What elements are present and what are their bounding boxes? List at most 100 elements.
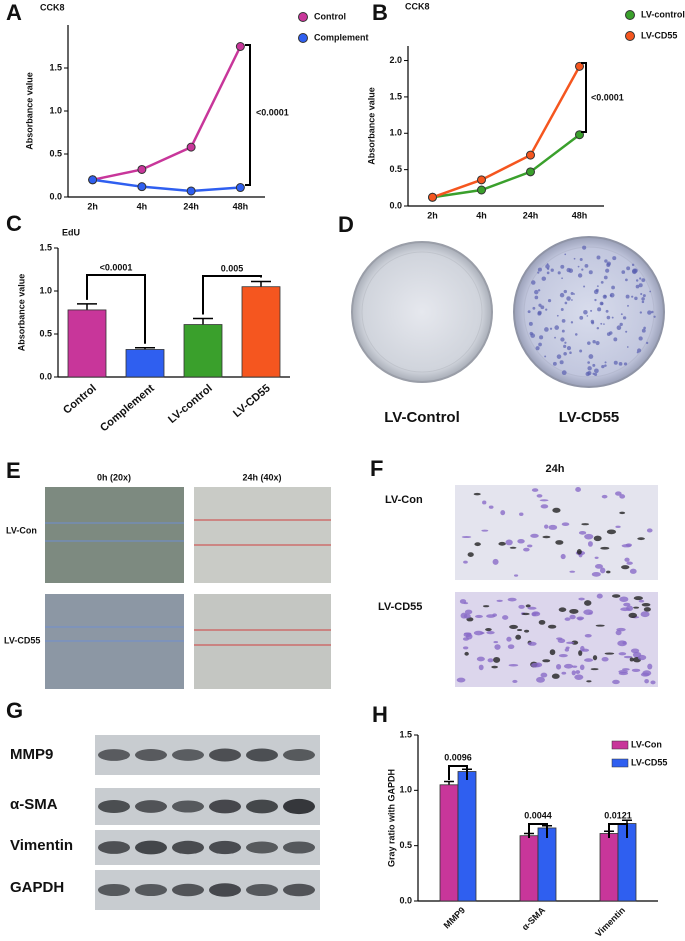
cell [611, 594, 621, 598]
cell [557, 638, 566, 644]
cell [577, 617, 583, 621]
cell [617, 640, 627, 647]
colony [639, 277, 642, 280]
blot-strip [95, 830, 320, 865]
point [235, 42, 245, 51]
cell [527, 641, 537, 646]
colony [556, 354, 562, 359]
panel-label: C [6, 211, 22, 236]
line [432, 133, 581, 199]
colony [640, 292, 643, 296]
cell [637, 537, 645, 541]
x-tick-label: α-SMA [520, 905, 548, 933]
point [477, 175, 486, 185]
cell [629, 657, 634, 662]
cell [592, 655, 598, 661]
cell [619, 511, 626, 515]
cell [544, 524, 549, 529]
blot-band [98, 799, 130, 814]
cell [498, 541, 506, 546]
colony [561, 370, 567, 376]
y-tick-label: 1.5 [399, 729, 412, 739]
cell [644, 678, 649, 684]
annotation: <0.0001 [591, 92, 624, 102]
colony [634, 296, 638, 301]
blot-band [209, 748, 241, 762]
legend-marker [625, 10, 635, 20]
cell [584, 658, 594, 662]
cell [475, 614, 483, 619]
blot-band [283, 883, 315, 897]
cell [584, 634, 592, 638]
colony [561, 329, 565, 333]
cell [586, 680, 592, 683]
cell [463, 560, 468, 564]
colony [605, 268, 610, 273]
blot-band [135, 749, 167, 761]
colony [641, 278, 646, 282]
blot-band [246, 841, 278, 854]
dish-label: LV-CD55 [559, 409, 620, 426]
colony [631, 295, 634, 298]
cell [584, 600, 592, 606]
cell [618, 652, 627, 656]
colony [590, 309, 593, 312]
cell [646, 528, 653, 533]
cell [480, 632, 485, 635]
y-axis-label: Absorbance value [24, 72, 34, 150]
colony [549, 327, 553, 330]
y-tick-label: 1.5 [49, 62, 62, 72]
bar [599, 833, 619, 902]
colony [579, 315, 584, 320]
colony [626, 346, 629, 348]
cell [500, 510, 506, 516]
panel-label: A [6, 0, 22, 25]
significance-bracket [528, 823, 548, 838]
cell [474, 542, 481, 547]
colony [625, 294, 630, 299]
cell [580, 645, 585, 652]
colony [559, 292, 565, 298]
y-tick-label: 0.0 [389, 200, 402, 210]
blot-band [246, 748, 278, 762]
blot-band [209, 883, 241, 897]
colony [573, 293, 575, 295]
significance-bracket [608, 823, 628, 838]
colony [535, 346, 540, 351]
colony [563, 344, 567, 348]
point [575, 61, 584, 71]
cell [519, 512, 524, 516]
y-tick-label: 0.5 [389, 164, 402, 174]
colony [529, 331, 533, 336]
bar [183, 324, 223, 378]
colony [620, 313, 623, 316]
cell [606, 570, 611, 574]
cell [467, 552, 474, 558]
cell [621, 565, 630, 570]
cells [456, 486, 656, 685]
annotation: <0.0001 [256, 107, 289, 117]
colony [627, 304, 629, 307]
x-tick-label: 2h [87, 201, 98, 211]
cell [512, 679, 518, 683]
column-label: 24h [546, 463, 565, 475]
colony [637, 348, 642, 353]
cell [505, 539, 513, 546]
cell [564, 648, 570, 652]
colony [613, 360, 618, 365]
colony [545, 308, 548, 311]
cell [515, 634, 522, 640]
colony [593, 289, 599, 295]
blot-band [246, 883, 278, 897]
colony [559, 360, 564, 365]
colony [570, 291, 574, 296]
cell [556, 663, 562, 670]
colony [537, 311, 542, 316]
y-tick-label: 0.0 [399, 895, 412, 905]
cell [578, 597, 585, 601]
x-tick-label: Control [61, 382, 99, 416]
panel-label: G [6, 698, 23, 723]
cell [540, 504, 549, 509]
colony [554, 325, 560, 330]
colony [623, 362, 628, 366]
